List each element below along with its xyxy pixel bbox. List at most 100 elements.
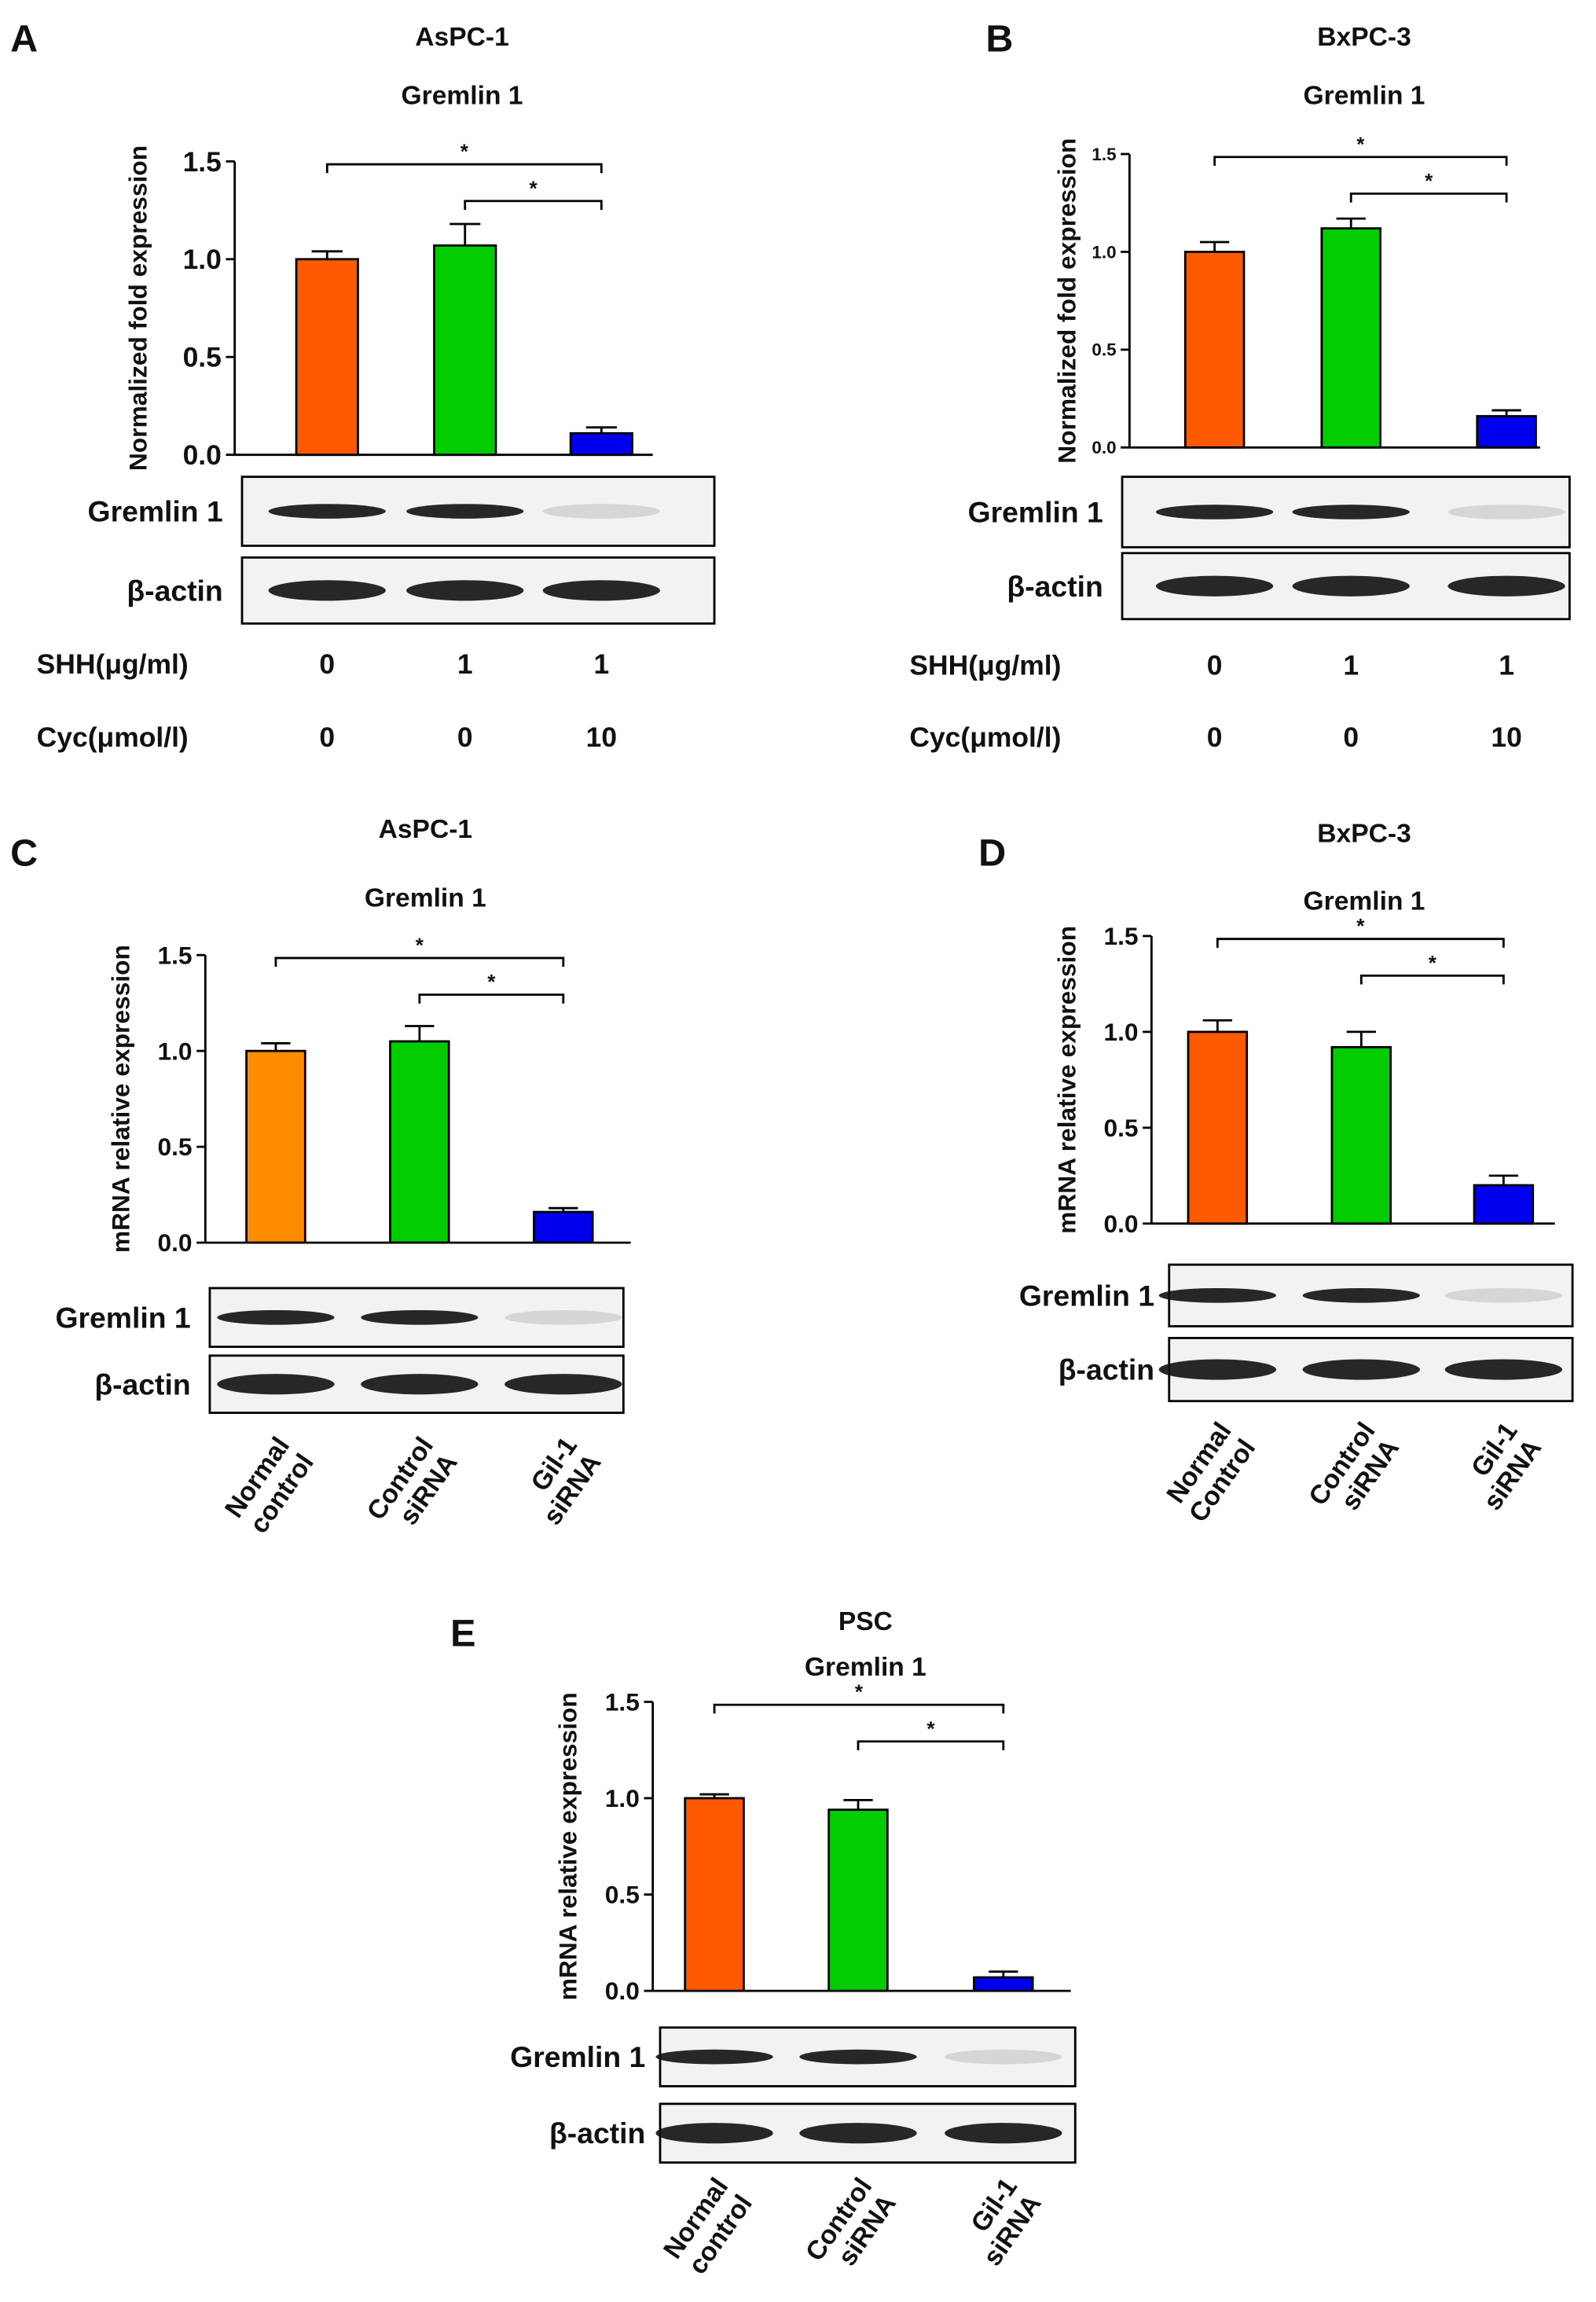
figure-body: A AsPC-1 Gremlin 1 Normalized fold expressi… bbox=[10, 17, 1574, 2280]
y-tick-label: 0.0 bbox=[157, 1228, 192, 1257]
blot-label: Gremlin 1 bbox=[55, 1301, 190, 1334]
y-tick-label: 1.5 bbox=[157, 941, 192, 969]
chart-subtitle: Gremlin 1 bbox=[365, 884, 486, 913]
blot-band bbox=[1302, 1287, 1420, 1303]
blot-band bbox=[655, 2123, 773, 2144]
error-bar bbox=[585, 426, 617, 434]
y-tick-label: 1.0 bbox=[183, 244, 222, 275]
blot-band bbox=[504, 1309, 622, 1325]
chart-subtitle: Gremlin 1 bbox=[402, 82, 523, 111]
condition-value: 1 bbox=[1499, 650, 1514, 681]
y-tick-label: 0.5 bbox=[157, 1133, 192, 1161]
error-bar bbox=[449, 222, 481, 246]
error-bar bbox=[699, 1793, 729, 1798]
blot-band bbox=[799, 2123, 917, 2144]
significance-bracket bbox=[857, 1740, 1005, 1750]
panel-letter: B bbox=[985, 17, 1013, 60]
blot-label: Gremlin 1 bbox=[968, 496, 1103, 529]
y-tick-label: 1.0 bbox=[1092, 242, 1116, 262]
blot-band bbox=[1292, 505, 1410, 520]
bar bbox=[1320, 227, 1381, 449]
error-bar bbox=[989, 1970, 1018, 1977]
blot-band bbox=[1444, 1287, 1563, 1303]
bar bbox=[569, 431, 633, 457]
y-tick-label: 0.5 bbox=[1103, 1114, 1138, 1142]
blot-band bbox=[945, 2123, 1062, 2144]
bar bbox=[1476, 415, 1537, 449]
blot-band bbox=[1447, 575, 1565, 597]
panel-letter: A bbox=[10, 17, 38, 60]
error-bar bbox=[1346, 1030, 1376, 1048]
significance-bracket bbox=[1216, 938, 1505, 948]
bar bbox=[389, 1040, 450, 1244]
condition-label: SHH(μg/ml) bbox=[909, 650, 1061, 681]
bar bbox=[1473, 1184, 1535, 1225]
y-tick-label: 1.5 bbox=[183, 146, 222, 178]
bar bbox=[973, 1976, 1034, 1992]
y-tick-label: 0.0 bbox=[183, 439, 222, 471]
blot-band bbox=[1155, 505, 1274, 520]
error-bar bbox=[261, 1042, 291, 1052]
y-axis-label: mRNA relative expression bbox=[106, 945, 134, 1253]
chart-title: BxPC-3 bbox=[1317, 23, 1411, 52]
blot-label: Gremlin 1 bbox=[88, 495, 223, 528]
y-tick-label: 1.5 bbox=[1103, 922, 1138, 950]
significance-star: * bbox=[1425, 169, 1433, 193]
condition-value: 0 bbox=[319, 721, 335, 753]
blot-band bbox=[655, 2049, 773, 2065]
error-bar bbox=[405, 1025, 435, 1041]
blot-label: β-actin bbox=[94, 1368, 190, 1401]
bar bbox=[1183, 251, 1246, 449]
y-tick-label: 0.0 bbox=[1092, 438, 1116, 457]
significance-bracket bbox=[713, 1703, 1005, 1714]
y-tick-label: 0.5 bbox=[183, 342, 222, 373]
significance-star: * bbox=[1356, 914, 1365, 938]
condition-value: 0 bbox=[1343, 721, 1359, 753]
y-tick-label: 1.0 bbox=[157, 1037, 192, 1065]
chart-title: PSC bbox=[838, 1607, 893, 1636]
condition-value: 1 bbox=[1343, 650, 1359, 681]
significance-star: * bbox=[487, 970, 496, 993]
y-axis-label: Normalized fold expression bbox=[1052, 138, 1081, 464]
condition-value: 0 bbox=[319, 648, 335, 680]
blot-band bbox=[1447, 505, 1565, 520]
error-bar bbox=[1491, 409, 1521, 417]
significance-star: * bbox=[855, 1680, 864, 1704]
y-axis-label: mRNA relative expression bbox=[554, 1692, 582, 2000]
y-tick-label: 0.5 bbox=[1092, 340, 1116, 360]
blot-band bbox=[504, 1374, 622, 1395]
condition-label: Cyc(μmol/l) bbox=[37, 721, 189, 753]
chart-title: BxPC-3 bbox=[1317, 819, 1411, 848]
blot-band bbox=[945, 2049, 1062, 2065]
error-bar bbox=[1202, 1019, 1233, 1032]
blot-band bbox=[542, 504, 661, 519]
significance-star: * bbox=[416, 933, 424, 956]
blot-band bbox=[361, 1374, 479, 1395]
condition-value: 1 bbox=[457, 648, 473, 680]
blot-band bbox=[217, 1309, 335, 1325]
chart-title: AsPC-1 bbox=[379, 815, 472, 844]
condition-label: Cyc(μmol/l) bbox=[909, 721, 1061, 753]
blot-band bbox=[1158, 1287, 1277, 1303]
y-tick-label: 0.0 bbox=[605, 1977, 640, 2005]
bar bbox=[433, 244, 497, 457]
blot-band bbox=[1158, 1359, 1277, 1380]
y-axis-label: Normalized fold expression bbox=[124, 145, 152, 471]
y-tick-label: 1.5 bbox=[1092, 145, 1116, 164]
condition-value: 10 bbox=[1491, 721, 1521, 753]
blot-band bbox=[542, 580, 661, 601]
error-bar bbox=[1199, 240, 1230, 252]
significance-bracket bbox=[274, 956, 565, 967]
bar bbox=[1187, 1030, 1249, 1225]
blot-band bbox=[1292, 575, 1410, 597]
condition-value: 0 bbox=[1207, 721, 1223, 753]
bar bbox=[245, 1049, 306, 1244]
y-tick-label: 0.5 bbox=[605, 1881, 640, 1909]
blot-band bbox=[268, 504, 386, 519]
